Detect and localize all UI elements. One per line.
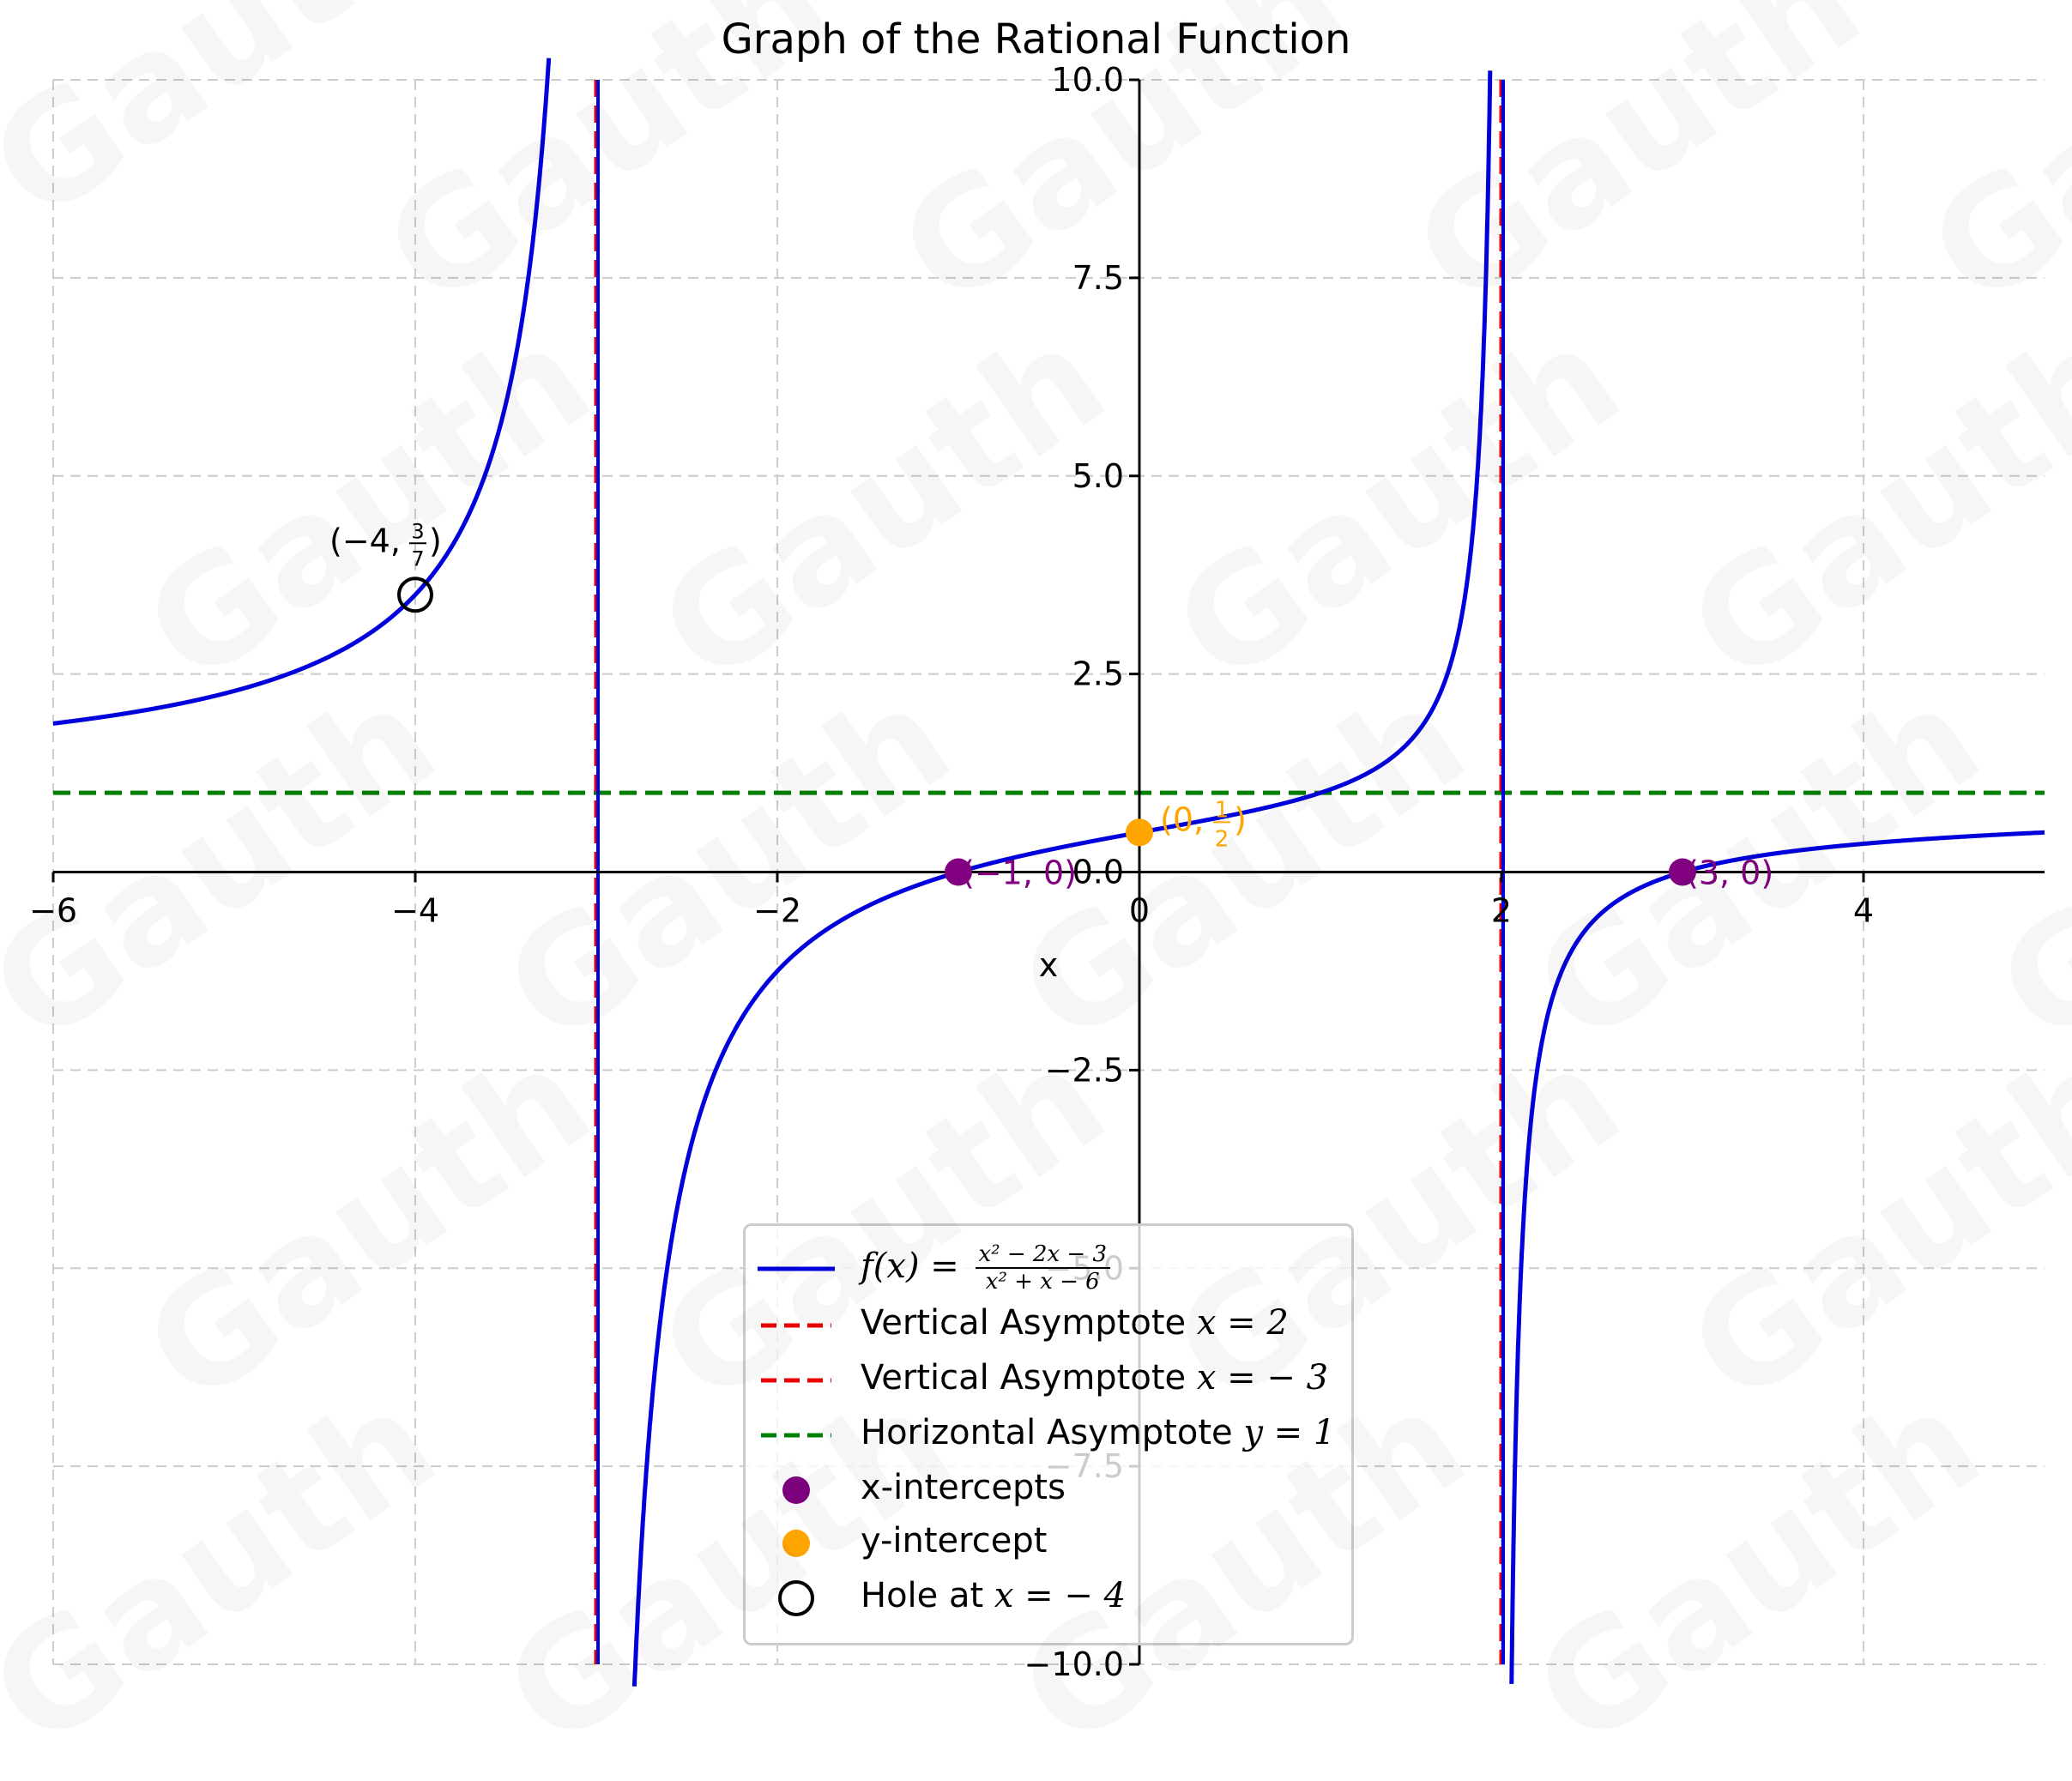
legend-item-x-intercepts: x-intercepts bbox=[746, 1463, 1351, 1514]
svg-text:7.5: 7.5 bbox=[1072, 259, 1124, 297]
svg-text:): ) bbox=[429, 522, 442, 559]
legend-item-y-intercept: y-intercept bbox=[746, 1516, 1351, 1567]
svg-text:10.0: 10.0 bbox=[1051, 61, 1124, 99]
svg-text:(0,: (0, bbox=[1160, 800, 1204, 838]
svg-text:5.0: 5.0 bbox=[1072, 457, 1124, 495]
svg-text:−2.5: −2.5 bbox=[1045, 1051, 1124, 1089]
svg-text:2.5: 2.5 bbox=[1072, 655, 1124, 693]
svg-text:−10.0: −10.0 bbox=[1024, 1645, 1124, 1683]
legend-label: x-intercepts bbox=[861, 1468, 1066, 1507]
svg-text:0.0: 0.0 bbox=[1072, 854, 1124, 891]
svg-text:7: 7 bbox=[411, 546, 424, 571]
dashed-red-line-icon bbox=[761, 1378, 831, 1383]
legend-label: Vertical Asymptote bbox=[861, 1358, 1197, 1398]
svg-text:(−1, 0): (−1, 0) bbox=[962, 854, 1077, 892]
fraction: x² − 2x − 3 x² + x − 6 bbox=[975, 1241, 1110, 1295]
legend-label: Hole at bbox=[861, 1576, 994, 1615]
dashed-red-line-icon bbox=[761, 1323, 831, 1328]
legend-label: y-intercept bbox=[861, 1521, 1048, 1561]
svg-text:2: 2 bbox=[1215, 826, 1229, 852]
purple-dot-icon bbox=[782, 1476, 810, 1504]
svg-text:0: 0 bbox=[1129, 892, 1150, 930]
svg-text:−6: −6 bbox=[29, 892, 77, 930]
legend-item-hole: Hole at x = − 4 bbox=[746, 1571, 1351, 1622]
open-circle-icon bbox=[778, 1580, 814, 1616]
svg-text:3: 3 bbox=[411, 519, 424, 543]
svg-text:2: 2 bbox=[1491, 892, 1512, 930]
legend-item-va-neg3: Vertical Asymptote x = − 3 bbox=[746, 1353, 1351, 1404]
svg-text:x: x bbox=[1039, 946, 1059, 984]
orange-dot-icon bbox=[782, 1530, 810, 1557]
svg-text:−2: −2 bbox=[753, 892, 801, 930]
markers: (−1, 0) (3, 0) (0, 1 2) (−4, 3 7) bbox=[329, 519, 1773, 891]
svg-text:(3, 0): (3, 0) bbox=[1686, 854, 1773, 892]
svg-text:1: 1 bbox=[1215, 797, 1229, 823]
legend-item-va-2: Vertical Asymptote x = 2 bbox=[746, 1298, 1351, 1349]
legend-item-ha: Horizontal Asymptote y = 1 bbox=[746, 1408, 1351, 1459]
chart-title: Graph of the Rational Function bbox=[721, 15, 1351, 63]
svg-text:4: 4 bbox=[1853, 892, 1874, 930]
legend-label: f(x) = bbox=[861, 1247, 970, 1286]
legend-label: Horizontal Asymptote bbox=[861, 1413, 1244, 1452]
legend-label: Vertical Asymptote bbox=[861, 1303, 1197, 1343]
svg-text:(−4,: (−4, bbox=[329, 522, 401, 559]
svg-text:): ) bbox=[1234, 800, 1247, 838]
svg-text:−4: −4 bbox=[391, 892, 439, 930]
legend-item-function: f(x) = x² − 2x − 3 x² + x − 6 bbox=[746, 1241, 1351, 1295]
dashed-green-line-icon bbox=[761, 1433, 831, 1438]
legend: f(x) = x² − 2x − 3 x² + x − 6 Vertical As… bbox=[743, 1223, 1354, 1645]
solid-line-icon bbox=[758, 1266, 835, 1271]
